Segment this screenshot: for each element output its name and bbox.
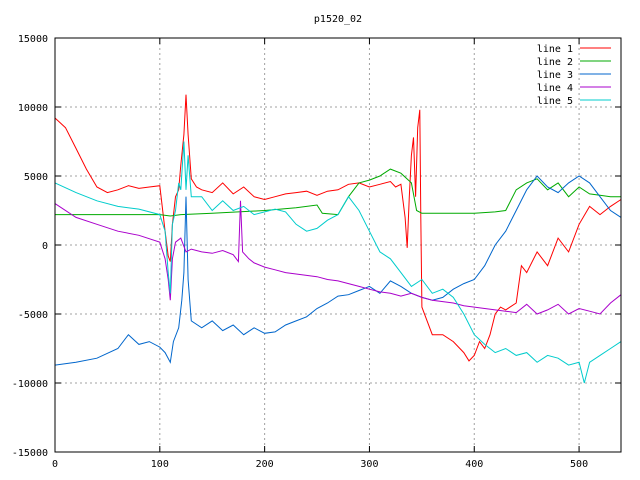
series-line-2 [55,168,621,217]
x-tick-label: 300 [360,459,378,470]
x-tick-label: 200 [256,459,274,470]
y-tick-label: 15000 [18,34,48,45]
series-line-4 [54,200,622,315]
axis-ticks: 0 100 200 300 400 500 -15000 -10000 -5000 0 5000 10… [12,34,621,470]
legend-label: line 4 [537,83,573,94]
x-tick-label: 0 [52,459,58,470]
series-line-1 [54,94,622,362]
series-line-3 [54,175,622,366]
series-group [54,94,622,384]
y-tick-label: -10000 [12,379,48,390]
x-tick-label: 500 [570,459,588,470]
y-tick-label: 5000 [24,172,48,183]
legend: line 1 line 2 line 3 line 4 line 5 [537,44,611,107]
legend-label: line 3 [537,70,573,81]
legend-label: line 5 [537,96,573,107]
x-tick-label: 400 [465,459,483,470]
x-tick-label: 100 [151,459,169,470]
y-tick-label: 10000 [18,103,48,114]
legend-label: line 2 [537,57,573,68]
chart-title: p1520_02 [314,14,362,25]
legend-label: line 1 [537,44,573,55]
y-tick-label: 0 [42,241,48,252]
grid-lines [55,38,621,452]
y-tick-label: -5000 [18,310,48,321]
series-line-5 [54,141,622,384]
y-tick-label: -15000 [12,448,48,459]
